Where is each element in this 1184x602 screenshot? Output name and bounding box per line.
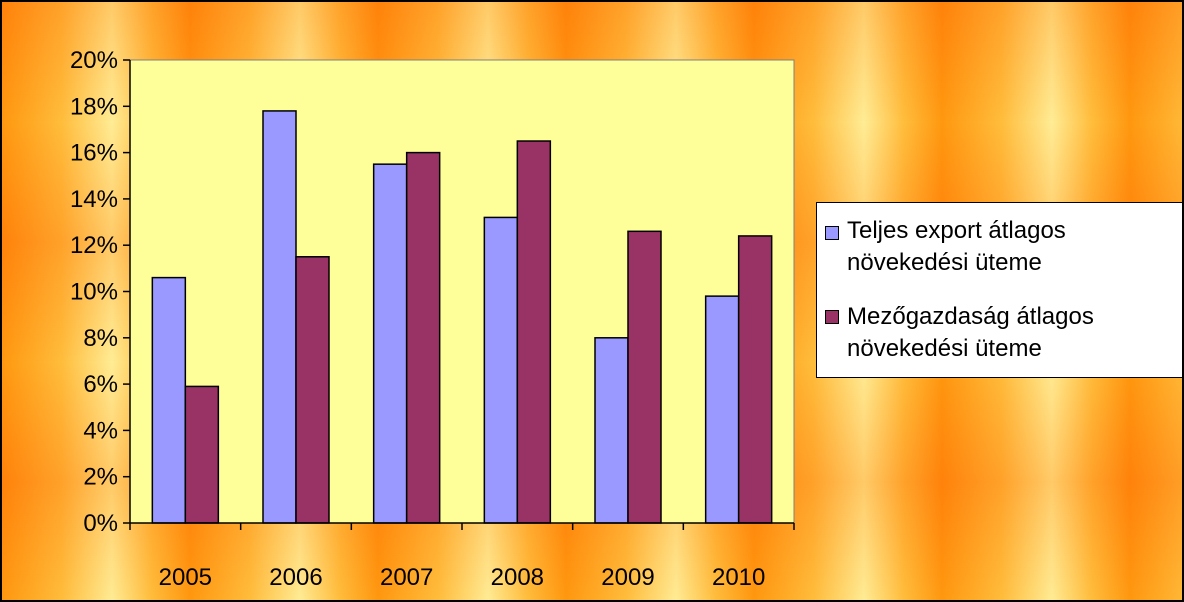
y-tick-label: 12%	[70, 232, 118, 259]
bar-series-2-2007	[405, 151, 441, 524]
bar-series-2-2006	[295, 256, 330, 524]
plot-area	[129, 59, 795, 524]
bar-series-2-2008	[516, 140, 552, 524]
bar-series-1-2009	[594, 337, 629, 524]
legend-swatch-series-1	[825, 226, 839, 240]
x-tick-label: 2007	[380, 564, 433, 591]
y-tick-label: 4%	[83, 417, 118, 444]
y-tick-label: 18%	[70, 93, 118, 120]
bar-series-1-2006	[262, 110, 297, 524]
y-tick-label: 10%	[70, 279, 118, 306]
x-tick-label: 2005	[159, 564, 212, 591]
y-tick-label: 0%	[83, 510, 118, 537]
x-tick-label: 2010	[712, 564, 765, 591]
bar-series-2-2010	[737, 235, 773, 524]
y-tick-label: 2%	[83, 464, 118, 491]
bars-group	[151, 110, 773, 524]
legend-label-series-2: Mezőgazdaság átlagos növekedési üteme	[847, 303, 1094, 362]
bar-series-1-2010	[704, 295, 740, 524]
x-tick-label: 2009	[601, 564, 654, 591]
y-tick-label: 8%	[83, 325, 118, 352]
legend-label-series-1: Teljes export átlagos növekedési üteme	[847, 217, 1066, 276]
bar-series-1-2008	[483, 216, 519, 524]
bar-series-1-2007	[372, 163, 408, 524]
legend-swatch-series-2	[825, 310, 839, 324]
bar-series-2-2009	[627, 230, 662, 524]
x-tick-label: 2006	[269, 564, 322, 591]
y-tick-label: 14%	[70, 186, 118, 213]
y-tick-label: 6%	[83, 371, 118, 398]
y-tick-label: 16%	[70, 140, 118, 167]
bar-series-2-2005	[184, 385, 220, 524]
y-tick-label: 20%	[70, 47, 118, 74]
x-tick-label: 2008	[491, 564, 544, 591]
legend: Teljes export átlagos növekedési üteme M…	[816, 202, 1182, 378]
axes-group: 0% 2% 4% 6% 8% 10% 12% 14% 16% 18% 20% 2005 2006 2007…	[70, 47, 795, 591]
bar-series-1-2005	[151, 276, 187, 524]
